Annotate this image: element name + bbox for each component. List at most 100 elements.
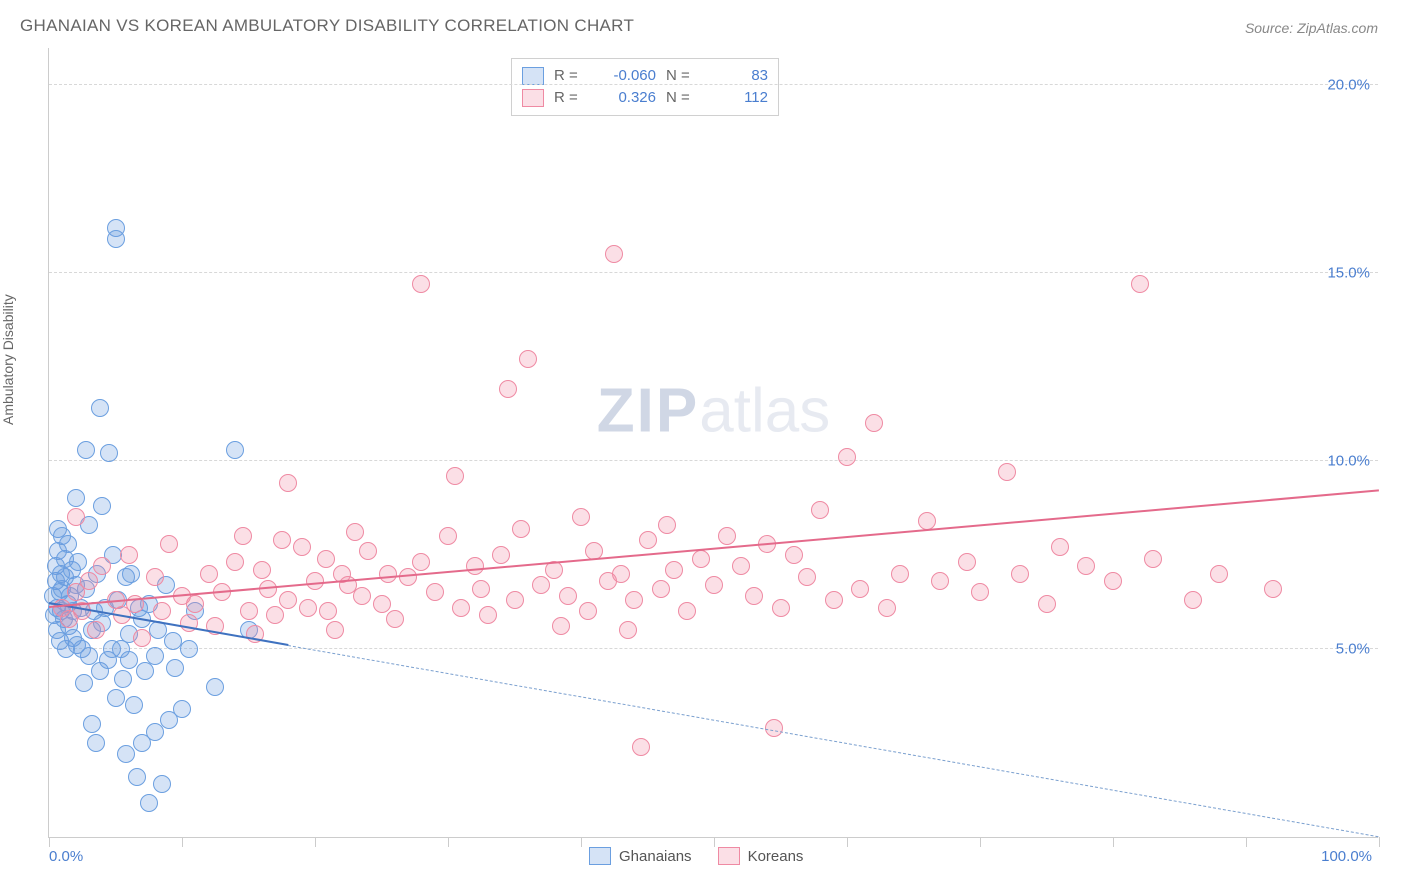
scatter-point-koreans: [80, 572, 98, 590]
x-tick: [1246, 837, 1247, 847]
scatter-point-ghanaians: [117, 745, 135, 763]
legend-label: Koreans: [748, 848, 804, 865]
scatter-point-ghanaians: [87, 734, 105, 752]
scatter-point-koreans: [619, 621, 637, 639]
scatter-point-koreans: [359, 542, 377, 560]
stat-r-val: 0.326: [596, 87, 656, 109]
stats-legend: R =-0.060N =83R =0.326N =112: [511, 58, 779, 116]
scatter-point-koreans: [253, 561, 271, 579]
y-tick-label: 5.0%: [1336, 640, 1370, 657]
scatter-point-koreans: [120, 546, 138, 564]
scatter-point-koreans: [998, 463, 1016, 481]
stat-r-key: R =: [554, 87, 586, 109]
scatter-point-ghanaians: [69, 553, 87, 571]
scatter-point-ghanaians: [75, 674, 93, 692]
scatter-point-ghanaians: [93, 497, 111, 515]
scatter-point-koreans: [971, 583, 989, 601]
scatter-point-koreans: [452, 599, 470, 617]
x-tick: [847, 837, 848, 847]
scatter-point-koreans: [326, 621, 344, 639]
scatter-point-koreans: [552, 617, 570, 635]
scatter-point-koreans: [506, 591, 524, 609]
scatter-point-koreans: [745, 587, 763, 605]
x-tick: [1379, 837, 1380, 847]
scatter-point-koreans: [532, 576, 550, 594]
legend-item-koreans: Koreans: [718, 847, 804, 865]
scatter-point-ghanaians: [122, 565, 140, 583]
scatter-point-koreans: [1077, 557, 1095, 575]
scatter-point-koreans: [234, 527, 252, 545]
scatter-point-koreans: [426, 583, 444, 601]
scatter-point-koreans: [133, 629, 151, 647]
scatter-point-koreans: [317, 550, 335, 568]
scatter-point-koreans: [652, 580, 670, 598]
scatter-point-koreans: [293, 538, 311, 556]
scatter-point-ghanaians: [77, 441, 95, 459]
stat-n-val: 112: [708, 87, 768, 109]
scatter-point-koreans: [1144, 550, 1162, 568]
y-tick-label: 20.0%: [1327, 76, 1370, 93]
scatter-point-koreans: [200, 565, 218, 583]
scatter-point-koreans: [1184, 591, 1202, 609]
trend-line: [288, 645, 1379, 837]
x-tick: [182, 837, 183, 847]
x-tick: [714, 837, 715, 847]
scatter-point-koreans: [519, 350, 537, 368]
scatter-point-koreans: [632, 738, 650, 756]
scatter-point-koreans: [319, 602, 337, 620]
stats-row-koreans: R = 0.326 N = 112: [522, 87, 768, 109]
scatter-point-koreans: [1011, 565, 1029, 583]
scatter-point-ghanaians: [180, 640, 198, 658]
scatter-point-koreans: [1264, 580, 1282, 598]
gridline: [49, 272, 1378, 273]
scatter-point-koreans: [439, 527, 457, 545]
legend-swatch: [522, 67, 544, 85]
scatter-point-ghanaians: [67, 489, 85, 507]
scatter-point-koreans: [93, 557, 111, 575]
source-prefix: Source:: [1245, 20, 1297, 36]
scatter-point-ghanaians: [173, 700, 191, 718]
scatter-point-koreans: [299, 599, 317, 617]
scatter-point-koreans: [572, 508, 590, 526]
scatter-point-ghanaians: [125, 696, 143, 714]
chart-container: GHANAIAN VS KOREAN AMBULATORY DISABILITY…: [0, 0, 1406, 892]
scatter-point-koreans: [412, 553, 430, 571]
scatter-point-koreans: [160, 535, 178, 553]
scatter-point-ghanaians: [153, 775, 171, 793]
legend-item-ghanaians: Ghanaians: [589, 847, 692, 865]
source-attribution: Source: ZipAtlas.com: [1245, 20, 1378, 36]
scatter-point-koreans: [605, 245, 623, 263]
scatter-point-ghanaians: [107, 689, 125, 707]
scatter-point-ghanaians: [120, 651, 138, 669]
gridline: [49, 84, 1378, 85]
scatter-point-koreans: [279, 591, 297, 609]
scatter-point-koreans: [226, 553, 244, 571]
scatter-point-koreans: [153, 602, 171, 620]
scatter-point-ghanaians: [114, 670, 132, 688]
scatter-point-koreans: [579, 602, 597, 620]
legend-swatch: [718, 847, 740, 865]
x-tick-label: 100.0%: [1321, 848, 1372, 865]
source-link[interactable]: ZipAtlas.com: [1297, 20, 1378, 36]
scatter-point-ghanaians: [226, 441, 244, 459]
scatter-point-koreans: [353, 587, 371, 605]
scatter-point-koreans: [499, 380, 517, 398]
scatter-point-koreans: [399, 568, 417, 586]
scatter-point-koreans: [838, 448, 856, 466]
scatter-point-koreans: [718, 527, 736, 545]
gridline: [49, 648, 1378, 649]
scatter-point-koreans: [87, 621, 105, 639]
stat-n-key: N =: [666, 87, 698, 109]
y-axis-label: Ambulatory Disability: [0, 294, 16, 425]
x-tick: [581, 837, 582, 847]
scatter-point-koreans: [705, 576, 723, 594]
plot-area: ZIPatlas R =-0.060N =83R =0.326N =112 Gh…: [48, 48, 1378, 838]
scatter-point-koreans: [1104, 572, 1122, 590]
scatter-point-koreans: [678, 602, 696, 620]
scatter-point-koreans: [878, 599, 896, 617]
scatter-point-koreans: [658, 516, 676, 534]
scatter-point-koreans: [765, 719, 783, 737]
scatter-point-koreans: [273, 531, 291, 549]
scatter-point-koreans: [891, 565, 909, 583]
scatter-point-koreans: [918, 512, 936, 530]
